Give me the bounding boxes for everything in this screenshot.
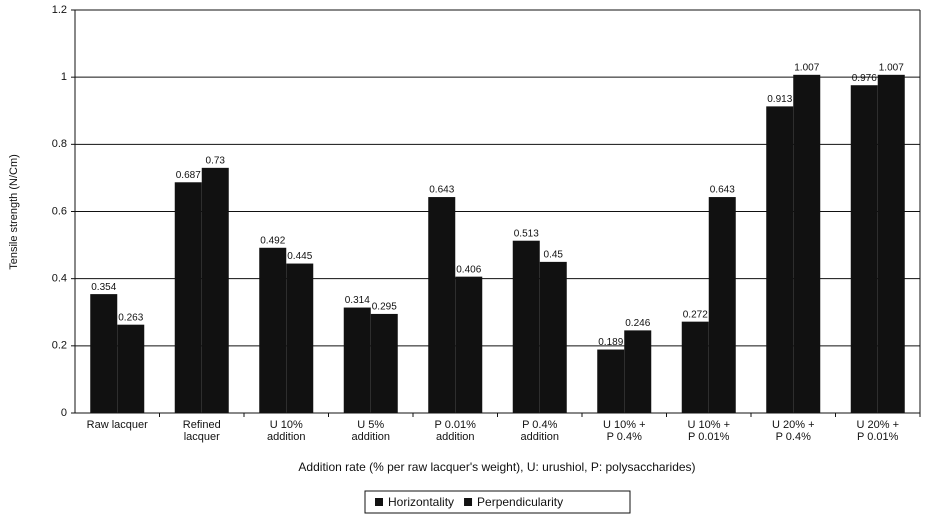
x-tick-label: Refined lacquer <box>183 419 221 443</box>
bar <box>877 74 905 414</box>
y-axis-title: Tensile strength (N/Cm) <box>8 154 20 270</box>
bar <box>259 247 287 413</box>
value-label: 0.492 <box>260 235 285 246</box>
x-tick-label: U 20% + P 0.01% <box>857 419 900 443</box>
bar <box>343 307 371 413</box>
value-label: 0.513 <box>514 228 539 239</box>
y-tick-label: 0.6 <box>52 205 67 217</box>
bar <box>708 197 736 413</box>
value-label: 0.976 <box>852 73 877 84</box>
x-tick-label: U 10% + P 0.01% <box>688 419 731 443</box>
value-label: 0.406 <box>456 264 481 275</box>
y-tick-label: 0.4 <box>52 273 67 285</box>
bar <box>766 106 794 414</box>
legend-box <box>364 490 631 514</box>
value-label: 0.445 <box>287 251 312 262</box>
x-tick-label: Raw lacquer <box>87 419 148 431</box>
x-tick-label: P 0.4% addition <box>520 419 559 443</box>
bar <box>850 85 878 413</box>
x-tick-label: P 0.01% addition <box>435 419 477 443</box>
value-label: 0.73 <box>206 155 226 166</box>
legend-label: Perpendicularity <box>477 495 563 509</box>
legend-swatch <box>464 498 473 506</box>
value-label: 0.913 <box>767 94 792 105</box>
value-label: 0.263 <box>118 312 143 323</box>
value-label: 1.007 <box>794 62 819 73</box>
y-tick-label: 0.2 <box>52 340 67 352</box>
bar <box>512 240 540 413</box>
bar <box>117 324 145 413</box>
bar <box>681 321 709 413</box>
bar <box>174 182 202 413</box>
value-label: 0.354 <box>91 282 116 293</box>
value-label: 0.189 <box>598 337 623 348</box>
bar <box>793 74 821 414</box>
x-tick-label: U 5% addition <box>351 419 390 443</box>
y-tick-label: 1.2 <box>52 4 67 16</box>
value-label: 0.314 <box>345 295 370 306</box>
y-tick-label: 0.8 <box>52 138 67 150</box>
bar <box>286 263 314 413</box>
value-label: 0.687 <box>176 170 201 181</box>
y-tick-label: 1 <box>61 71 67 83</box>
bar <box>624 330 652 413</box>
bar <box>539 261 567 413</box>
value-label: 0.643 <box>429 185 454 196</box>
value-label: 0.246 <box>625 318 650 329</box>
value-label: 0.45 <box>544 250 564 261</box>
bar <box>370 313 398 413</box>
value-label: 0.272 <box>683 309 708 320</box>
x-tick-label: U 10% addition <box>267 419 306 443</box>
bar <box>455 276 483 413</box>
x-tick-label: U 10% + P 0.4% <box>603 419 646 443</box>
y-tick-label: 0 <box>61 407 67 419</box>
x-axis-title: Addition rate (% per raw lacquer's weigh… <box>298 460 695 474</box>
value-label: 1.007 <box>879 62 904 73</box>
value-label: 0.643 <box>710 185 735 196</box>
legend-label: Horizontality <box>388 495 454 509</box>
x-tick-label: U 20% + P 0.4% <box>772 419 815 443</box>
bar <box>201 167 229 413</box>
value-label: 0.295 <box>372 302 397 313</box>
bar <box>428 197 456 413</box>
bar <box>90 294 118 413</box>
legend-swatch <box>375 498 383 506</box>
bar <box>597 349 625 413</box>
